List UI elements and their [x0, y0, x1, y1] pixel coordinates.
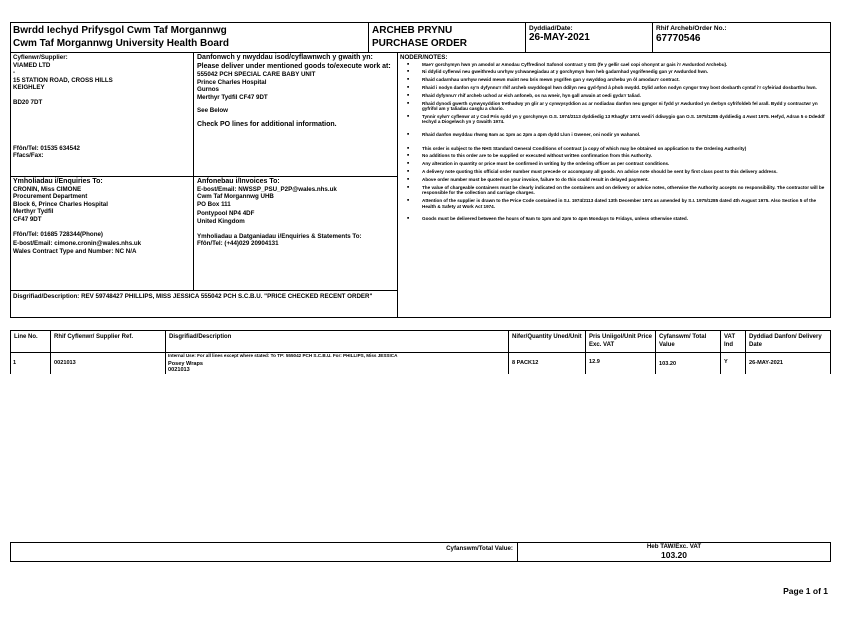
- cell-total: 103.20: [659, 361, 677, 367]
- supplier-address: 15 STATION ROAD, CROSS HILLS: [13, 76, 113, 84]
- enquiries-contact: CRONIN, Miss CIMONE: [13, 185, 82, 193]
- supplier-name: VIAMED LTD: [13, 61, 51, 69]
- org-welsh: Bwrdd Iechyd Prifysgol Cwm Taf Morgannwg: [13, 25, 227, 36]
- date-field: Dyddiad/Date: 26-MAY-2021: [529, 25, 590, 43]
- contract-type: Wales Contract Type and Number: NC N/A: [13, 247, 137, 255]
- check-po-lines: Check PO lines for additional informatio…: [197, 121, 337, 129]
- invoices-org: Cwm Taf Morgannwg UHB: [197, 193, 274, 201]
- page-number: Page 1 of 1: [783, 586, 828, 596]
- cell-supplier-ref: 0021013: [54, 360, 76, 366]
- statements-tel: Ffôn/Tel: (+44)029 20904131: [197, 240, 279, 248]
- totals-box: [10, 542, 831, 562]
- table-row: 1 0021013 Internal Use: For all lines ex…: [10, 352, 831, 374]
- title-welsh: ARCHEB PRYNU: [372, 25, 453, 36]
- delivery-unit: 555042 PCH SPECIAL CARE BABY UNIT: [197, 71, 316, 79]
- order-number-field: Rhif Archeb/Order No.: 67770546: [656, 25, 727, 45]
- enquiries-email-link[interactable]: E-bost/Email: cimone.cronin@wales.nhs.uk: [13, 240, 142, 248]
- enquiries-label: Ymholiadau i/Enquiries To:: [13, 178, 103, 185]
- exvat-label: Heb TAW/Exc. VAT: [646, 543, 702, 550]
- invoices-town: Pontypool NP4 4DF: [197, 210, 255, 218]
- org-english: Cwm Taf Morgannwg University Health Boar…: [13, 38, 229, 49]
- header-box: [10, 22, 831, 53]
- note-item: Attention of the supplier is drawn to th…: [407, 198, 826, 209]
- note-item: Goods must be delivered between the hour…: [407, 216, 826, 222]
- see-below: See Below: [197, 106, 228, 114]
- notes-english-list: This order is subject to the NHS Standar…: [400, 146, 826, 222]
- supplier-label: Cyflenwr/Supplier:: [13, 54, 68, 61]
- supplier-tel: Ffôn/Tel: 01535 634542: [13, 144, 80, 152]
- note-item: Any alteration in quantity or price must…: [407, 161, 826, 167]
- enquiries-section: Ymholiadau i/Enquiries To: CRONIN, Miss …: [13, 178, 191, 255]
- supplier-postcode: BD20 7DT: [13, 98, 43, 106]
- supplier-town: KEIGHLEY: [13, 84, 45, 92]
- total-label: Cyfanswm/Total Value:: [446, 545, 513, 552]
- note-item: Rhaid dyfynnu'r rhif archeb uchod ar eic…: [407, 93, 826, 99]
- delivery-label: Danfonwch y nwyddau isod/cyflawnwch y gw…: [197, 54, 391, 70]
- delivery-area: Gurnos: [197, 86, 220, 94]
- date-label: Dyddiad/Date:: [529, 25, 573, 32]
- delivery-hospital: Prince Charles Hospital: [197, 78, 267, 86]
- org-name: Bwrdd Iechyd Prifysgol Cwm Taf Morgannwg…: [13, 24, 229, 50]
- document-title: ARCHEB PRYNU PURCHASE ORDER: [372, 24, 467, 50]
- cell-unit-price: 12.9: [589, 359, 600, 365]
- supplier-line: -: [13, 69, 16, 77]
- cell-vat: Y: [724, 359, 728, 365]
- supplier-fax: Ffacs/Fax:: [13, 152, 44, 160]
- date-value: 26-MAY-2021: [529, 32, 590, 43]
- supplier-section: Cyflenwr/Supplier: VIAMED LTD - 15 STATI…: [13, 54, 191, 160]
- delivery-town: Merthyr Tydfil CF47 9DT: [197, 93, 268, 101]
- note-item: Above order number must be quoted on you…: [407, 177, 826, 183]
- notes-section: NODER/NOTES: Mae'r gorchymyn hwn yn amod…: [400, 54, 826, 224]
- invoices-section: Anfonebau i/Invoices To: E-bost/Email: N…: [197, 178, 395, 248]
- total-value-cell: Heb TAW/Exc. VAT 103.20: [518, 543, 830, 560]
- note-item: Mae'r gorchymyn hwn yn amodol ar Amodau …: [407, 62, 826, 68]
- cell-description-code: 0021013: [168, 367, 190, 373]
- lines-table: Line No. Rhif Cyflenwr/ Supplier Ref. Di…: [10, 330, 831, 374]
- note-item: No additions to this order are to be sup…: [407, 153, 826, 159]
- total-value: 103.20: [661, 550, 687, 560]
- note-item: Ni ddylid cyflenwi neu gweithredu unrhyw…: [407, 69, 826, 75]
- note-item: Tynnir sylw'r cyflenwr at y Cod Pris syd…: [407, 114, 826, 125]
- cell-line-no: 1: [13, 360, 17, 366]
- order-description: Disgrifiad/Description: REV 59748427 PHI…: [13, 293, 373, 300]
- cell-quantity: 8 PACK12: [512, 360, 539, 366]
- order-label: Rhif Archeb/Order No.:: [656, 25, 727, 32]
- note-item: Rhaid danfon nwyddau rhwng 9am ac 1pm ac…: [407, 132, 826, 138]
- enquiries-dept: Procurement Department: [13, 193, 88, 201]
- enquiries-postcode: CF47 9DT: [13, 215, 42, 223]
- statements-label: Ymholiadau a Datganiadau i/Enquiries & S…: [197, 232, 362, 240]
- enquiries-tel: Ffôn/Tel: 01685 728344(Phone): [13, 230, 103, 238]
- note-item: This order is subject to the NHS Standar…: [407, 146, 826, 152]
- cell-delivery-date: 26-MAY-2021: [749, 360, 783, 366]
- invoices-email-link[interactable]: E-bost/Email: NWSSP_PSU_P2P@wales.nhs.uk: [197, 185, 337, 193]
- delivery-section: Danfonwch y nwyddau isod/cyflawnwch y gw…: [197, 54, 393, 129]
- notes-welsh-list: Mae'r gorchymyn hwn yn amodol ar Amodau …: [400, 62, 826, 138]
- note-item: Rhaid i nodyn danfon sy'n dyfynnu'r rhif…: [407, 85, 826, 91]
- invoices-label: Anfonebau i/Invoices To:: [197, 178, 280, 185]
- enquiries-town: Merthyr Tydfil: [13, 208, 54, 216]
- order-value: 67770546: [656, 33, 701, 44]
- invoices-pobox: PO Box 111: [197, 200, 231, 208]
- cell-description: Posey Wraps: [168, 361, 204, 367]
- notes-label: NODER/NOTES:: [400, 54, 448, 61]
- note-item: Rhaid cadarnhau unrhyw newid mewn maint …: [407, 77, 826, 83]
- title-english: PURCHASE ORDER: [372, 38, 468, 49]
- cell-internal-use: Internal Use: For all lines except where…: [168, 353, 398, 358]
- invoices-country: United Kingdom: [197, 217, 245, 225]
- enquiries-block: Block 6, Prince Charles Hospital: [13, 200, 108, 208]
- note-item: The value of chargeable containers must …: [407, 185, 826, 196]
- note-item: A delivery note quoting this official or…: [407, 169, 826, 175]
- note-item: Rhaid dynodi gwerth cynwysyddion trethad…: [407, 101, 826, 112]
